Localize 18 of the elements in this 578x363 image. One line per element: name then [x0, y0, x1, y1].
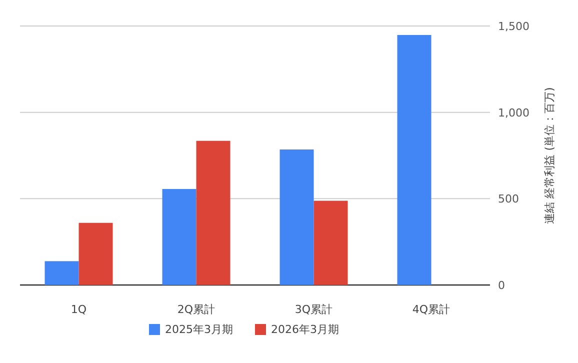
x-tick-label: 3Q累計	[294, 303, 333, 316]
legend-label: 2025年3月期	[165, 323, 233, 336]
y-axis-title: 連結 経常利益 (単位：百万)	[543, 87, 556, 224]
bar	[162, 188, 196, 285]
x-tick-label: 2Q累計	[177, 303, 216, 316]
bar	[44, 261, 79, 285]
y-tick-label: 1,000	[498, 106, 530, 120]
bar	[397, 34, 432, 285]
y-tick-label: 500	[498, 192, 519, 206]
bar	[314, 200, 348, 285]
x-tick-label: 1Q	[70, 303, 87, 316]
bar	[280, 149, 314, 285]
legend-label: 2026年3月期	[271, 323, 339, 336]
bar	[78, 222, 113, 285]
y-tick-label: 1,500	[498, 20, 530, 33]
y-tick-label: 0	[498, 279, 505, 292]
bar	[196, 140, 230, 285]
x-tick-label: 4Q累計	[412, 303, 450, 316]
